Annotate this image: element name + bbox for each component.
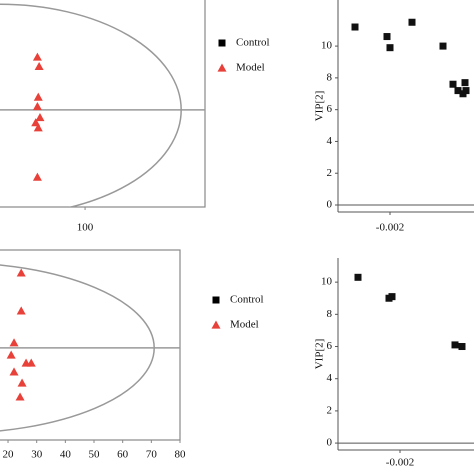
x-tick-label: 30 [31, 449, 43, 461]
square-point [408, 18, 416, 26]
triangle-point [34, 61, 44, 71]
y-tick-label: 6 [327, 103, 333, 115]
triangle-point [32, 52, 42, 61]
x-tick-label: 100 [77, 222, 94, 234]
y-tick-label: 10 [321, 276, 333, 288]
square-point [461, 79, 469, 87]
triangle-point [33, 92, 43, 101]
legend-marker [217, 63, 227, 72]
square-point [383, 33, 391, 41]
triangle-point [33, 123, 43, 132]
legend-label: Model [236, 62, 265, 74]
y-tick-label: 0 [327, 199, 333, 211]
y-tick-label: 2 [327, 404, 333, 416]
legend-label: Control [230, 294, 264, 306]
y-tick-label: 8 [327, 308, 333, 320]
triangle-point [15, 392, 25, 401]
legend-marker [218, 39, 226, 47]
legend-marker [211, 320, 221, 329]
square-point [354, 273, 362, 281]
x-tick-label: -0.002 [376, 222, 404, 234]
triangle-point [9, 338, 19, 347]
x-tick-label: -0.002 [386, 457, 414, 469]
confidence-ellipse [0, 3, 182, 207]
triangle-point [6, 350, 16, 359]
x-tick-label: 80 [175, 449, 187, 461]
plot-frame [0, 0, 206, 208]
x-tick-label: 60 [117, 449, 129, 461]
square-point [388, 293, 396, 301]
plot-area [0, 264, 180, 432]
y-tick-label: 10 [321, 40, 333, 52]
y-tick-label: 0 [327, 437, 333, 449]
x-tick-label: 50 [89, 449, 101, 461]
y-tick-label: 6 [327, 340, 333, 352]
y-tick-label: 2 [327, 167, 333, 179]
square-point [459, 90, 467, 98]
y-axis-label: VIP[2] [314, 339, 326, 370]
square-point [351, 23, 359, 31]
square-point [451, 341, 459, 349]
triangle-point [16, 268, 26, 277]
y-tick-label: 4 [327, 372, 333, 384]
square-point [449, 80, 457, 88]
triangle-point [32, 172, 42, 181]
x-tick-label: 20 [3, 449, 15, 461]
triangle-point [21, 358, 31, 367]
y-axis-label: VIP[2] [314, 91, 326, 122]
triangle-point [35, 113, 45, 122]
triangle-point [17, 378, 27, 387]
legend-label: Control [236, 37, 270, 49]
legend-marker [212, 296, 220, 304]
square-point [454, 87, 462, 95]
square-point [386, 44, 394, 52]
x-tick-label: 40 [60, 449, 72, 461]
legend-label: Model [230, 319, 259, 331]
y-tick-label: 8 [327, 71, 333, 83]
square-point [458, 343, 466, 351]
square-point [439, 42, 447, 50]
triangle-point [9, 367, 19, 376]
x-tick-label: 70 [146, 449, 158, 461]
plot-area [0, 3, 205, 207]
confidence-ellipse [0, 264, 155, 432]
plot-frame [0, 249, 181, 441]
triangle-point [32, 101, 42, 111]
y-tick-label: 4 [327, 135, 333, 147]
triangle-point [16, 306, 26, 315]
